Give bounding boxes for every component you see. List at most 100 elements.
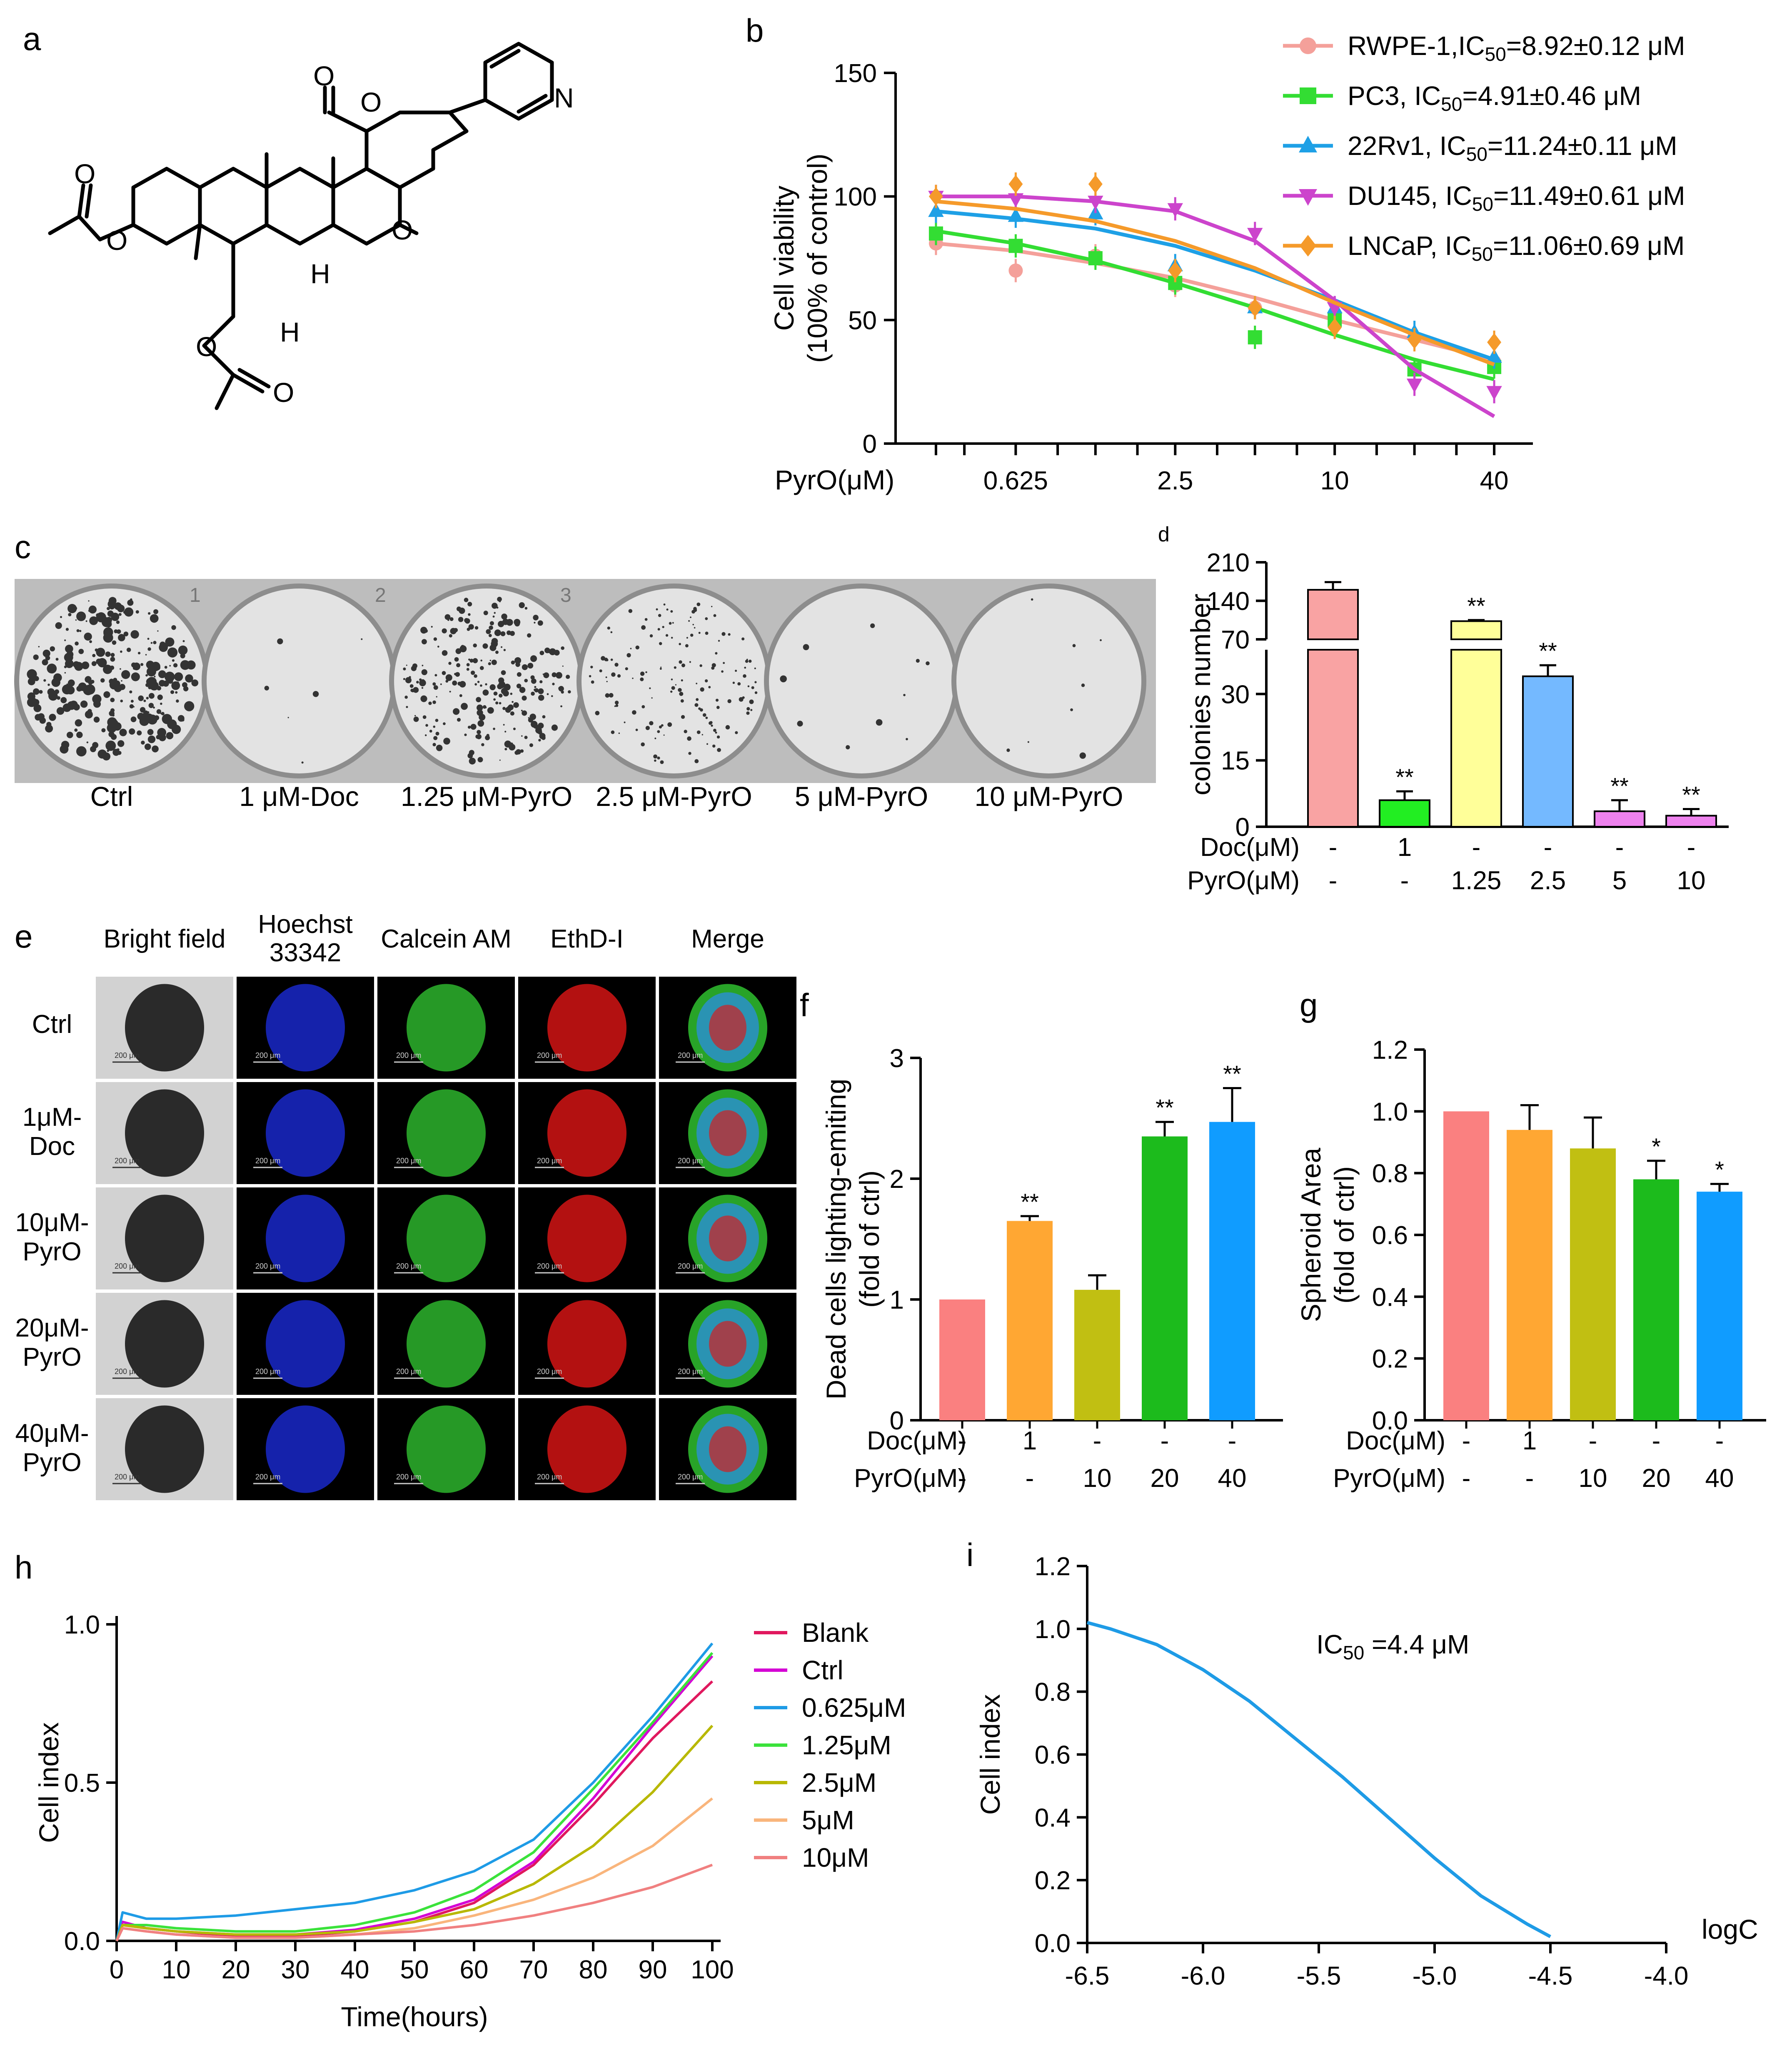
colony [105, 741, 116, 751]
colony [153, 706, 155, 709]
colony [495, 701, 499, 705]
colony [467, 726, 471, 729]
chart-g-doc-value: 1 [1522, 1427, 1537, 1455]
colony [120, 668, 121, 670]
chart-h-x-tick-label: 60 [460, 1955, 489, 1984]
spheroid-merge-red [709, 1426, 746, 1472]
colony [531, 678, 537, 684]
colony [534, 686, 537, 688]
chart-b-x-label: PyrO(μM) [775, 464, 894, 495]
colony [449, 617, 454, 621]
colony [653, 754, 658, 759]
colony [96, 648, 105, 657]
colony [150, 642, 153, 644]
colony [62, 703, 71, 712]
chart-d-y-label: colonies number [1185, 594, 1216, 795]
colony [433, 726, 436, 728]
image-row-label: 10μM-PyrO [15, 1208, 89, 1266]
chart-f-row-label-doc: Doc(μM) [867, 1427, 966, 1455]
chart-g-pyro-value: - [1462, 1464, 1471, 1493]
colony [499, 702, 502, 705]
colony [101, 617, 112, 627]
chart-g-y-tick-label: 0.0 [1372, 1407, 1408, 1435]
colony [669, 622, 672, 625]
chart-b-legend-marker [1299, 136, 1317, 152]
colony [130, 598, 132, 601]
colony [748, 659, 752, 663]
colony [147, 729, 154, 736]
colony [751, 686, 754, 689]
colony [33, 704, 42, 712]
chart-f-doc-value: - [1161, 1427, 1169, 1455]
colony [692, 623, 694, 626]
colony [1100, 639, 1102, 641]
colony [144, 743, 151, 750]
spheroid-merge-red [709, 1321, 746, 1367]
colony [649, 634, 653, 638]
colony [138, 695, 144, 701]
colony [29, 698, 37, 705]
colony [661, 724, 664, 727]
colony [75, 641, 79, 646]
colony [108, 731, 115, 738]
colony [560, 705, 562, 708]
chart-b-point [1008, 239, 1023, 253]
colony [498, 677, 504, 683]
colony [182, 682, 187, 688]
colony [406, 664, 407, 666]
colony [277, 638, 283, 644]
colony [421, 679, 425, 683]
colony [735, 669, 737, 672]
colony [591, 680, 594, 684]
image-row-label: 1μM-Doc [22, 1103, 82, 1161]
colony [89, 682, 92, 685]
chart-d-sig: ** [1539, 638, 1557, 664]
chart-i-y-label: Cell index [975, 1694, 1006, 1815]
svg-text:H: H [310, 258, 330, 289]
chart-h-legend-label: 0.625μM [802, 1693, 906, 1723]
colony [711, 724, 713, 727]
colony [457, 718, 461, 722]
scale-bar-label: 200 μm [255, 1473, 280, 1481]
colony [409, 684, 414, 688]
colony [126, 648, 131, 652]
colony [421, 687, 424, 689]
colony [610, 631, 613, 633]
colony [482, 689, 489, 696]
colony [474, 674, 477, 678]
colony [92, 742, 99, 748]
colony [741, 637, 745, 641]
spheroid [266, 1300, 345, 1388]
colony [493, 698, 496, 701]
colony [803, 644, 809, 651]
well-label: 1.25 μM-PyrO [401, 781, 572, 812]
chart-f-bar [1209, 1122, 1255, 1420]
colony [47, 683, 50, 686]
colony [433, 637, 437, 641]
chart-d-y-tick-label: 0 [1235, 813, 1250, 842]
chart-d-bar [1379, 799, 1430, 828]
scale-bar-label: 200 μm [255, 1157, 280, 1165]
colony [74, 606, 77, 610]
svg-text:O: O [106, 225, 127, 256]
colony [79, 630, 82, 632]
spheroid [266, 984, 345, 1072]
colony [64, 653, 73, 662]
colony [644, 618, 648, 621]
colony [503, 648, 506, 651]
colony [361, 638, 363, 640]
chemical-structure-labels: O O N O H H O O O O [74, 60, 574, 408]
colony [143, 710, 149, 716]
chart-f-sig: ** [1021, 1189, 1039, 1215]
colony [498, 621, 504, 627]
colony [514, 618, 521, 626]
chart-h-x-label: Time(hours) [341, 2001, 488, 2032]
colony [67, 679, 75, 687]
well-label: 2.5 μM-PyrO [596, 781, 752, 812]
colony [27, 678, 35, 686]
chart-h-legend-label: Ctrl [802, 1655, 844, 1685]
chemical-structure [48, 42, 554, 410]
colony [640, 677, 644, 681]
colony [129, 728, 135, 735]
